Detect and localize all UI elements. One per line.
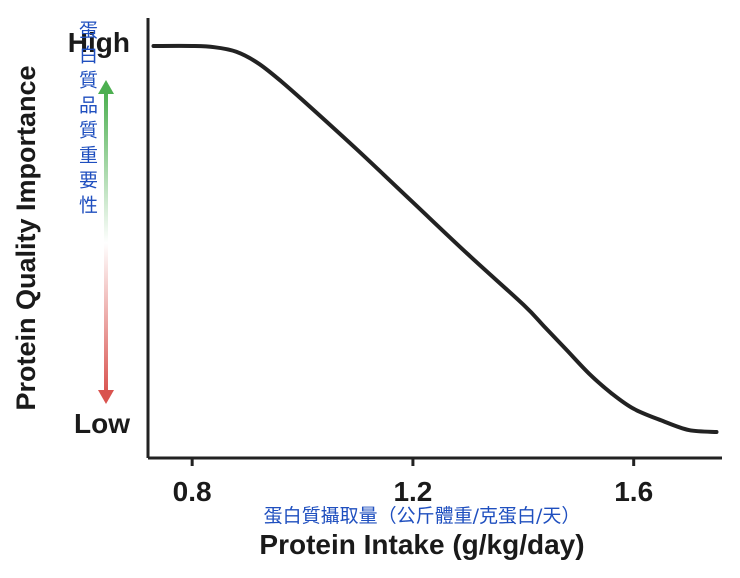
arrow-down-head <box>98 390 114 404</box>
y-tick-low: Low <box>74 408 130 439</box>
series-layer <box>151 43 719 434</box>
y-axis-title: Protein Quality Importance <box>11 65 41 410</box>
y-tick-high: High <box>68 27 130 58</box>
arrow-up-head <box>98 80 114 94</box>
x-axis-title: Protein Intake (g/kg/day) <box>259 529 584 560</box>
x-tick-label: 1.6 <box>614 476 653 507</box>
importance-arrow <box>98 80 114 404</box>
x-axis-annotation: 蛋白質攝取量（公斤體重/克蛋白/天） <box>264 505 581 527</box>
x-tick-label: 0.8 <box>173 476 212 507</box>
x-tick-label: 1.2 <box>393 476 432 507</box>
y-axis-annotation: 蛋白質品質重要性 <box>76 20 98 220</box>
series-line <box>151 43 719 434</box>
x-ticks: 0.8 1.2 1.6 <box>173 458 653 507</box>
